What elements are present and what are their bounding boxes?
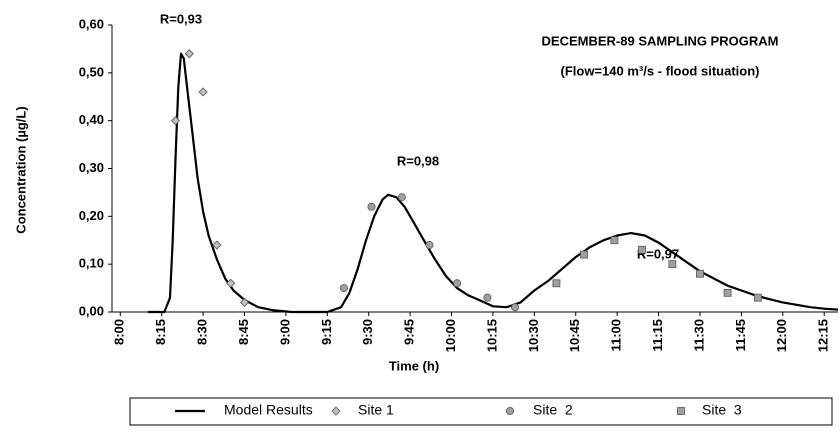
legend-label: Model Results (224, 402, 313, 418)
marker (668, 260, 677, 269)
y-tick-label: 0,00 (79, 303, 104, 318)
x-tick-label: 9:00 (277, 319, 292, 345)
legend-label: Site 2 (533, 402, 573, 418)
chart-subtitle: (Flow=140 m³/s - flood situation) (561, 63, 760, 78)
marker (696, 269, 704, 278)
x-tick-label: 9:15 (319, 319, 334, 345)
marker (212, 240, 222, 250)
annotation: R=0,93 (160, 11, 202, 26)
x-tick-label: 10:30 (526, 319, 541, 352)
chart-title: DECEMBER-89 SAMPLING PROGRAM (542, 33, 779, 48)
marker (339, 284, 348, 293)
model-line (147, 52, 839, 314)
marker (754, 293, 762, 302)
y-tick-label: 0,20 (79, 208, 104, 223)
marker (723, 288, 732, 297)
legend-label: Site 1 (358, 402, 394, 418)
x-tick-label: 11:30 (691, 319, 706, 352)
x-tick-label: 10:15 (484, 319, 499, 352)
x-tick-label: 8:15 (153, 319, 168, 345)
x-tick-label: 8:30 (195, 319, 210, 345)
y-axis-label: Concentration (µg/L) (13, 106, 28, 233)
y-tick-label: 0,30 (79, 160, 104, 175)
x-tick-label: 12:00 (774, 319, 789, 352)
marker (397, 193, 406, 202)
x-tick-label: 11:00 (609, 319, 624, 352)
marker (170, 116, 181, 126)
annotation: R=0,98 (397, 153, 439, 168)
y-tick-label: 0,50 (79, 64, 104, 79)
legend-box (129, 397, 833, 426)
marker (226, 278, 236, 288)
marker (367, 202, 376, 211)
x-tick-label: 9:45 (402, 319, 417, 345)
x-tick-label: 10:45 (567, 319, 582, 352)
y-tick-label: 0,40 (79, 112, 104, 127)
x-tick-label: 10:00 (443, 319, 458, 352)
marker (580, 250, 588, 259)
marker (511, 303, 520, 312)
marker (610, 236, 619, 245)
marker (453, 279, 462, 288)
legend-swatch (505, 406, 514, 415)
x-tick-label: 12:15 (816, 319, 831, 352)
marker (239, 297, 250, 307)
marker (184, 49, 194, 59)
x-axis-label: Time (h) (389, 358, 439, 373)
x-tick-label: 8:00 (112, 319, 127, 345)
legend-swatch (331, 406, 341, 416)
marker (638, 245, 646, 254)
legend-label: Site 3 (702, 402, 742, 418)
marker (425, 241, 434, 250)
marker (483, 293, 492, 302)
y-tick-label: 0,60 (79, 16, 104, 31)
x-tick-label: 9:30 (360, 319, 375, 345)
marker (198, 87, 208, 97)
y-tick-label: 0,10 (79, 256, 104, 271)
x-tick-label: 11:15 (650, 319, 665, 352)
legend-swatch (677, 407, 685, 415)
x-tick-label: 11:45 (733, 319, 748, 352)
x-tick-label: 8:45 (236, 319, 251, 345)
marker (552, 279, 561, 288)
